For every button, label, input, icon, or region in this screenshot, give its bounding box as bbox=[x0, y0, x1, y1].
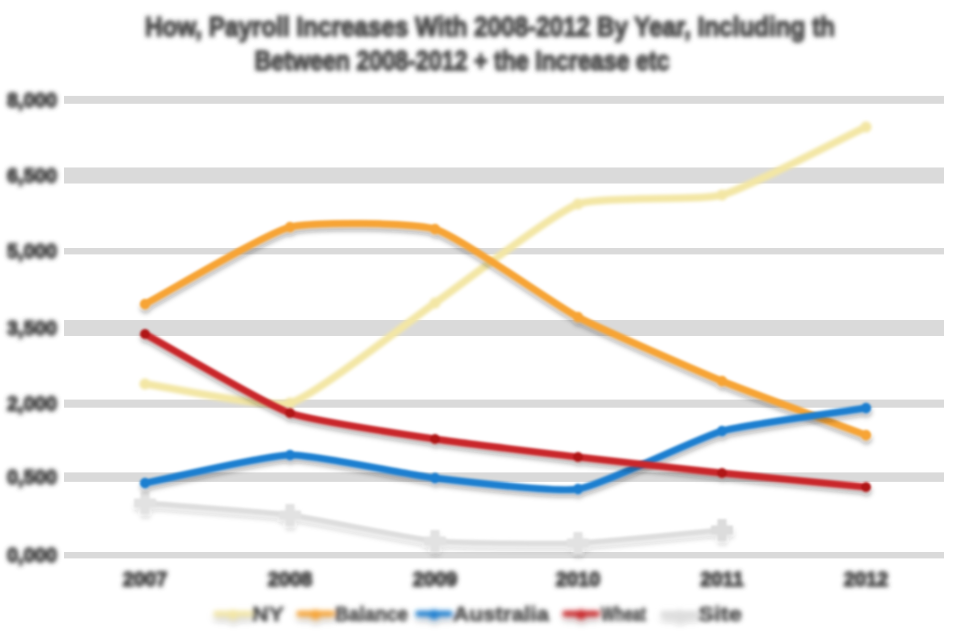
svg-text:2009: 2009 bbox=[413, 569, 458, 591]
svg-text:0,000: 0,000 bbox=[7, 545, 57, 567]
svg-text:Between 2008-2012 + the Increa: Between 2008-2012 + the Increase etc bbox=[255, 45, 670, 76]
svg-text:2010: 2010 bbox=[556, 569, 601, 591]
svg-text:NY: NY bbox=[252, 604, 285, 626]
svg-text:2,000: 2,000 bbox=[7, 394, 57, 416]
svg-text:2007: 2007 bbox=[123, 569, 168, 591]
svg-text:How, Payroll Increases With 20: How, Payroll Increases With 2008-2012 By… bbox=[145, 11, 835, 42]
svg-text:3,500: 3,500 bbox=[7, 318, 57, 340]
svg-text:0,500: 0,500 bbox=[7, 467, 57, 489]
svg-text:2008: 2008 bbox=[268, 569, 313, 591]
svg-text:Australia: Australia bbox=[453, 604, 550, 626]
svg-text:2011: 2011 bbox=[700, 569, 743, 591]
svg-text:8,000: 8,000 bbox=[7, 90, 57, 112]
svg-text:6,500: 6,500 bbox=[7, 166, 57, 188]
svg-text:Site: Site bbox=[698, 604, 742, 626]
svg-text:Balance: Balance bbox=[335, 604, 408, 626]
svg-text:Wheat: Wheat bbox=[601, 604, 646, 626]
svg-text:5,000: 5,000 bbox=[7, 241, 57, 263]
svg-text:2012: 2012 bbox=[844, 569, 889, 591]
